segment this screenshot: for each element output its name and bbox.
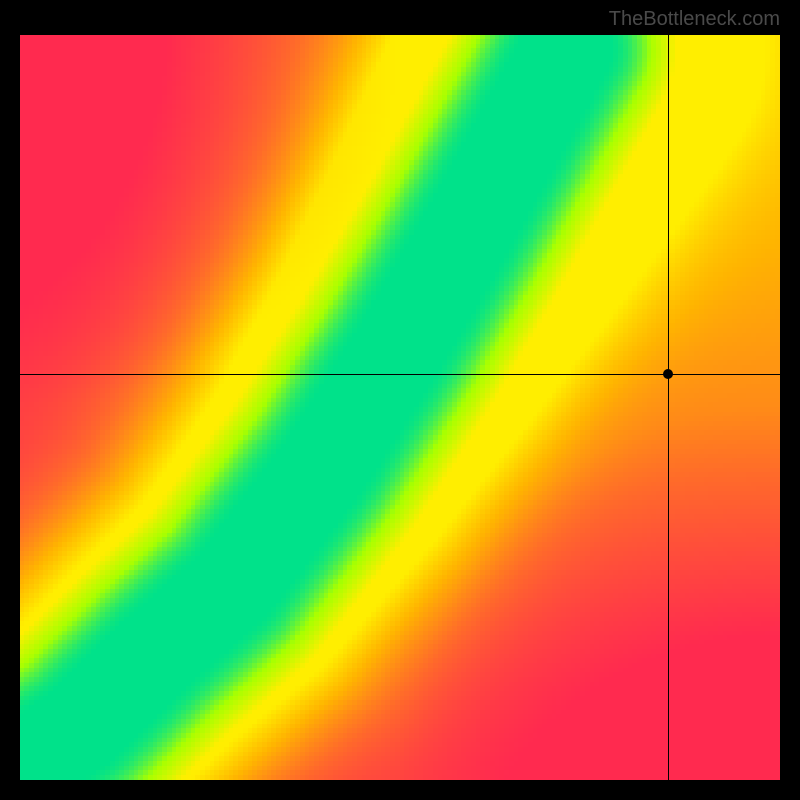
crosshair-vertical [668, 35, 669, 780]
bottleneck-heatmap [20, 35, 780, 780]
plot-area [20, 35, 780, 780]
selection-marker-dot[interactable] [663, 369, 673, 379]
watermark-text: TheBottleneck.com [609, 8, 780, 31]
